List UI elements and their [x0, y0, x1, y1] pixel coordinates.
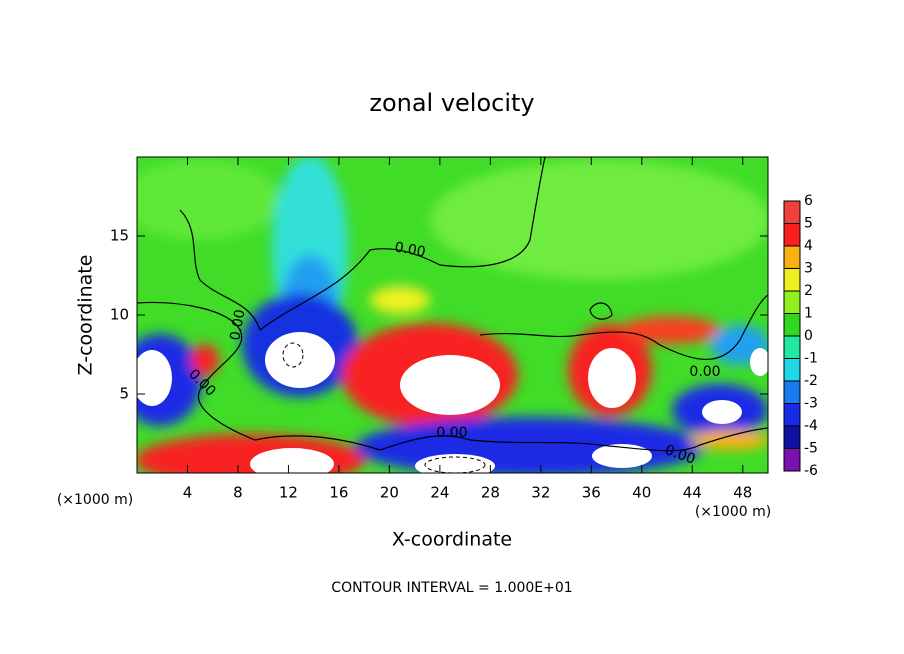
- y-tick-label: 5: [119, 385, 129, 403]
- x-tick-label: 4: [183, 484, 193, 502]
- colorbar-tick-label: -2: [804, 373, 818, 389]
- colorbar-band: [784, 291, 800, 314]
- y-unit-label: (×1000 m): [57, 492, 133, 508]
- colorbar-tick-label: 3: [804, 261, 813, 277]
- y-tick-label: 15: [110, 227, 129, 245]
- colorbar-tick-label: -5: [804, 441, 818, 457]
- colorbar-band: [784, 381, 800, 404]
- contour-label: 0.00: [436, 425, 467, 441]
- colorbar-band: [784, 313, 800, 336]
- colorbar-band: [784, 448, 800, 471]
- x-tick-label: 44: [683, 484, 702, 502]
- x-tick-label: 24: [430, 484, 449, 502]
- colorbar-tick-label: 0: [804, 328, 813, 344]
- colorbar-band: [784, 403, 800, 426]
- x-unit-label: (×1000 m): [695, 504, 771, 520]
- y-tick-label: 10: [110, 306, 129, 324]
- contour-label: 0.00: [227, 308, 248, 341]
- colorbar-tick-label: 2: [804, 283, 813, 299]
- colorbar-tick-label: 1: [804, 306, 813, 322]
- colorbar-band: [784, 358, 800, 381]
- colorbar-band: [784, 268, 800, 291]
- contour-field: [137, 157, 768, 473]
- x-tick-label: 12: [279, 484, 298, 502]
- chart-title: zonal velocity: [369, 89, 534, 117]
- colorbar-band: [784, 246, 800, 269]
- colorbar-tick-label: 6: [804, 193, 813, 209]
- colorbar-tick-label: 4: [804, 238, 813, 254]
- colorbar-tick-label: -1: [804, 351, 818, 367]
- contour-label: 0.00: [689, 364, 720, 380]
- contour-label: 0.00: [393, 239, 426, 260]
- x-tick-label: 48: [733, 484, 752, 502]
- colorbar-tick-label: 5: [804, 216, 813, 232]
- colorbar-tick-label: -3: [804, 396, 818, 412]
- x-tick-label: 16: [329, 484, 348, 502]
- x-tick-label: 40: [632, 484, 651, 502]
- x-tick-label: 32: [531, 484, 550, 502]
- colorbar-band: [784, 201, 800, 224]
- colorbar-tick-label: -4: [804, 418, 818, 434]
- contour-interval-note: CONTOUR INTERVAL = 1.000E+01: [331, 580, 572, 596]
- colorbar-tick-label: -6: [804, 463, 818, 479]
- colorbar-band: [784, 223, 800, 246]
- colorbar-band: [784, 336, 800, 359]
- x-tick-label: 20: [380, 484, 399, 502]
- colorbar-band: [784, 426, 800, 449]
- x-tick-label: 28: [481, 484, 500, 502]
- x-tick-label: 36: [582, 484, 601, 502]
- y-axis-label: Z-coordinate: [75, 255, 97, 376]
- x-tick-label: 8: [233, 484, 243, 502]
- x-axis-label: X-coordinate: [392, 529, 512, 551]
